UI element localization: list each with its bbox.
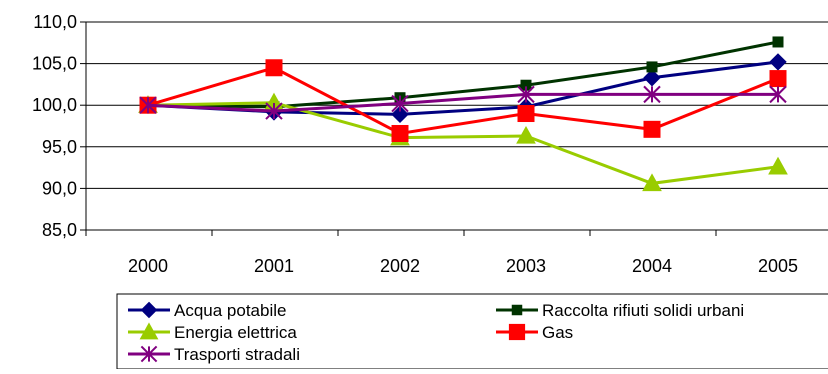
legend-item: Raccolta rifiuti solidi urbani — [496, 301, 744, 320]
series-acqua-potabile — [139, 53, 787, 124]
triangle-marker — [516, 125, 536, 144]
legend-label: Trasporti stradali — [174, 345, 300, 364]
legend-label: Raccolta rifiuti solidi urbani — [542, 301, 744, 320]
star-marker — [643, 85, 661, 104]
square-marker — [517, 105, 535, 123]
square-marker — [508, 323, 526, 341]
y-tick-label: 100,0 — [32, 95, 77, 115]
triangle-marker — [642, 173, 662, 192]
star-marker — [265, 102, 283, 120]
star-marker — [139, 96, 157, 114]
legend-item: Acqua potabile — [128, 301, 286, 320]
y-axis-ticks: 85,0 90,0 95,0 100,0 105,0 110,0 — [32, 12, 86, 240]
legend-box — [116, 293, 828, 370]
x-tick-label: 2004 — [632, 256, 672, 276]
y-tick-label: 85,0 — [42, 220, 77, 240]
y-tick-label: 110,0 — [33, 12, 77, 32]
small-square-marker — [772, 36, 784, 48]
x-tick-label: 2005 — [758, 256, 798, 276]
x-tick-label: 2001 — [254, 256, 294, 276]
legend: Acqua potabile Raccolta rifiuti solidi ur… — [116, 293, 828, 370]
y-tick-label: 95,0 — [42, 137, 77, 157]
legend-label: Acqua potabile — [174, 301, 286, 320]
star-marker — [391, 94, 409, 113]
x-tick-label: 2003 — [506, 256, 546, 276]
small-square-marker — [511, 304, 523, 316]
diamond-marker — [140, 301, 158, 319]
square-marker — [769, 70, 787, 88]
legend-label: Energia elettrica — [174, 323, 297, 342]
small-square-marker — [646, 61, 658, 73]
star-marker — [517, 85, 535, 104]
diamond-marker — [391, 105, 409, 124]
legend-item: Energia elettrica — [128, 322, 297, 342]
series-trasporti-stradali — [139, 85, 787, 120]
series-line — [147, 101, 779, 185]
legend-item: Trasporti stradali — [128, 345, 300, 364]
y-tick-label: 105,0 — [32, 54, 77, 74]
series-line — [147, 92, 778, 113]
square-marker — [643, 120, 661, 138]
star-marker — [769, 85, 787, 104]
legend-item: Gas — [496, 323, 573, 342]
y-tick-label: 90,0 — [42, 178, 77, 198]
diamond-marker — [769, 53, 787, 71]
diamond-marker — [643, 69, 661, 87]
legend-label: Gas — [542, 323, 573, 342]
star-marker — [140, 345, 158, 363]
square-marker — [391, 124, 409, 142]
square-marker — [265, 59, 283, 77]
x-axis-ticks: 2000 2001 2002 2003 2004 2005 — [85, 230, 798, 276]
series-line — [147, 66, 779, 136]
triangle-marker — [139, 322, 159, 340]
x-tick-label: 2000 — [128, 256, 168, 276]
series-line — [147, 40, 779, 109]
x-tick-label: 2002 — [380, 256, 420, 276]
triangle-marker — [768, 156, 788, 175]
